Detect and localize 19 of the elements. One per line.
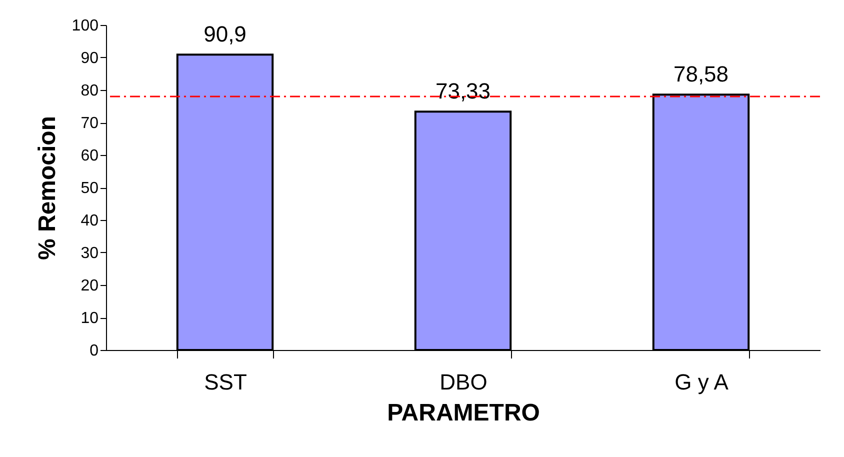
y-tick-label: 60 [80,148,99,164]
y-tick-label: 50 [80,180,99,197]
data-label: 78,58 [673,62,729,87]
y-tick-label: 40 [80,212,99,230]
x-tick-label: DBO [440,370,488,394]
y-axis-title: % Remocion [34,116,61,260]
y-tick-label: 70 [80,115,99,132]
data-label: 90,9 [204,22,246,47]
y-tick-label: 90 [80,50,99,67]
x-tick-label: SST [204,370,247,394]
y-tick-label: 100 [72,18,99,34]
x-tick-label: G y A [674,370,729,394]
data-label: 73,33 [435,78,491,104]
y-tick-label: 30 [80,245,99,262]
x-axis-title: PARAMETRO [387,400,540,426]
y-tick-label: 20 [80,278,99,294]
y-tick-label: 80 [80,82,99,100]
y-tick-label: 0 [90,342,99,360]
y-tick-label: 10 [80,310,99,327]
